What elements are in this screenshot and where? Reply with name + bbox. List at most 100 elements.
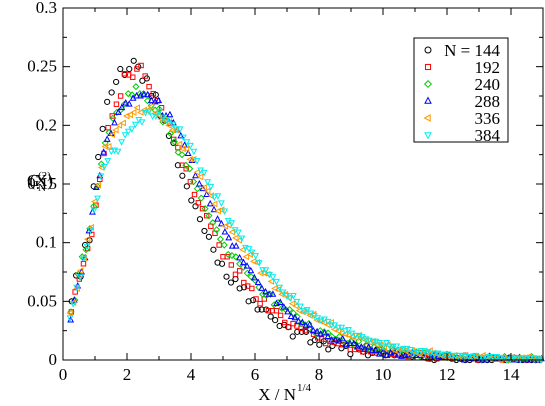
data-point bbox=[339, 334, 347, 342]
data-point bbox=[83, 235, 91, 243]
data-point bbox=[179, 162, 185, 168]
y-axis-label-sub: N bbox=[38, 182, 46, 194]
data-point bbox=[300, 308, 308, 315]
data-point bbox=[184, 149, 192, 156]
data-point bbox=[207, 183, 215, 191]
data-point bbox=[82, 246, 90, 254]
data-point bbox=[341, 328, 349, 335]
data-point bbox=[104, 158, 112, 165]
data-point bbox=[166, 117, 173, 124]
data-point bbox=[441, 351, 449, 359]
data-point bbox=[243, 269, 251, 277]
data-point bbox=[431, 351, 438, 359]
data-point bbox=[262, 267, 270, 274]
data-point bbox=[114, 148, 122, 156]
data-point bbox=[200, 169, 208, 177]
data-point bbox=[155, 108, 163, 116]
data-point bbox=[105, 124, 111, 131]
data-point bbox=[241, 279, 247, 286]
data-point bbox=[181, 141, 189, 148]
data-point bbox=[212, 230, 218, 236]
data-point bbox=[103, 135, 111, 142]
data-point bbox=[97, 173, 105, 180]
series-384 bbox=[66, 108, 545, 365]
data-point bbox=[331, 335, 339, 343]
data-point bbox=[100, 163, 108, 171]
data-point bbox=[142, 73, 148, 79]
data-point bbox=[451, 352, 459, 360]
data-point bbox=[132, 83, 140, 91]
data-point bbox=[108, 131, 116, 139]
legend-marker bbox=[423, 114, 431, 122]
data-point bbox=[291, 313, 299, 321]
data-point bbox=[379, 343, 387, 350]
data-point bbox=[240, 258, 247, 266]
data-point bbox=[280, 303, 288, 310]
data-point bbox=[155, 96, 163, 104]
data-point bbox=[210, 194, 218, 201]
data-point bbox=[234, 229, 242, 237]
data-point bbox=[143, 97, 152, 105]
data-point bbox=[393, 343, 401, 350]
data-point bbox=[195, 179, 203, 187]
x-tick-label: 12 bbox=[439, 365, 456, 384]
data-point bbox=[172, 126, 179, 134]
data-point bbox=[265, 308, 272, 314]
data-point bbox=[438, 351, 445, 359]
data-point bbox=[527, 355, 535, 362]
data-point bbox=[182, 145, 190, 153]
data-point bbox=[206, 199, 214, 207]
data-point bbox=[365, 343, 373, 350]
data-point bbox=[193, 158, 201, 165]
data-point bbox=[355, 337, 363, 345]
data-point bbox=[254, 278, 262, 286]
data-point bbox=[66, 315, 74, 322]
data-point bbox=[419, 351, 426, 359]
data-point bbox=[376, 339, 383, 347]
data-point bbox=[292, 302, 299, 310]
data-point bbox=[272, 317, 279, 324]
data-point bbox=[523, 355, 531, 362]
data-point bbox=[258, 284, 266, 291]
data-point bbox=[517, 356, 525, 363]
data-point bbox=[259, 290, 267, 298]
data-point bbox=[205, 233, 213, 240]
data-point bbox=[232, 271, 239, 278]
data-point bbox=[506, 356, 514, 363]
data-point bbox=[128, 126, 136, 133]
y-tick-label: 0.25 bbox=[27, 57, 57, 76]
x-axis-label-main: X / N bbox=[258, 385, 296, 404]
data-point bbox=[346, 339, 354, 347]
data-point bbox=[147, 96, 155, 104]
data-point bbox=[105, 143, 112, 150]
data-point bbox=[183, 166, 189, 172]
data-point bbox=[216, 242, 222, 248]
data-point bbox=[424, 352, 432, 361]
data-point bbox=[345, 327, 352, 334]
data-point bbox=[145, 108, 153, 116]
data-point bbox=[276, 298, 284, 305]
data-point bbox=[193, 185, 201, 193]
x-axis-label: X / N 1/4 bbox=[258, 382, 311, 404]
data-point bbox=[165, 121, 172, 129]
data-point bbox=[282, 319, 288, 326]
data-point bbox=[152, 113, 160, 121]
data-point bbox=[257, 300, 263, 307]
data-point bbox=[188, 197, 195, 204]
data-point bbox=[228, 262, 235, 268]
data-point bbox=[273, 278, 280, 286]
data-point bbox=[89, 231, 95, 238]
data-point bbox=[124, 128, 132, 136]
data-point bbox=[247, 266, 255, 274]
legend-marker bbox=[424, 46, 432, 54]
legend-label: 336 bbox=[475, 109, 501, 128]
data-point bbox=[328, 322, 335, 329]
data-point bbox=[372, 346, 380, 354]
data-point bbox=[179, 145, 186, 153]
data-point bbox=[199, 184, 207, 192]
data-point bbox=[137, 108, 144, 116]
data-point bbox=[218, 260, 226, 267]
data-point bbox=[149, 113, 157, 121]
data-point bbox=[203, 212, 210, 219]
data-point bbox=[171, 136, 177, 143]
